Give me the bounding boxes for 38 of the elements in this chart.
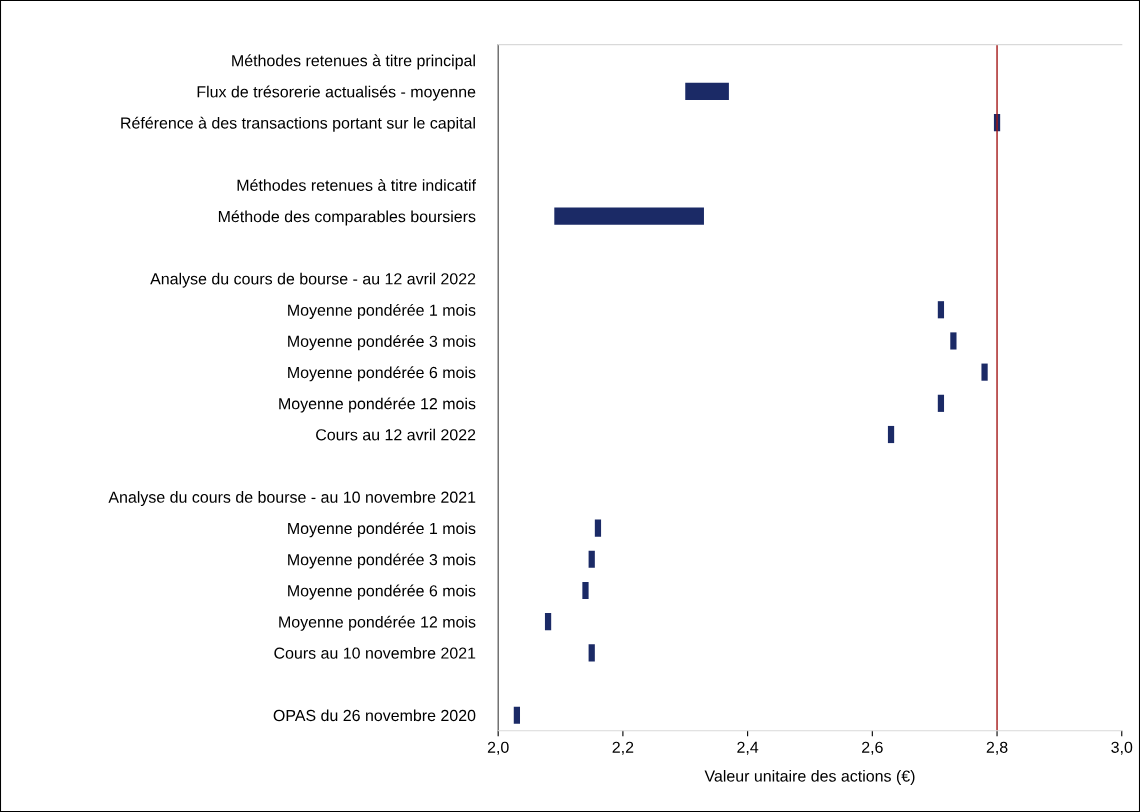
y-tick-label: Moyenne pondérée 3 mois	[288, 553, 476, 569]
y-tick-label: Cours au 12 avril 2022	[316, 428, 476, 441]
x-tick-label: 3,0	[1111, 741, 1133, 755]
bar	[588, 550, 595, 568]
x-tick-label: 2,8	[986, 741, 1008, 755]
y-tick-label: Méthodes retenues à titre principal	[232, 54, 475, 70]
y-tick-label: Moyenne pondérée 3 mois	[288, 335, 476, 351]
y-tick-label: Moyenne pondérée 1 mois	[288, 522, 476, 538]
bar	[981, 363, 988, 381]
x-tick-label: 2,0	[487, 741, 509, 755]
bar	[594, 519, 602, 537]
y-tick-label: Cours au 10 novembre 2021	[274, 647, 476, 659]
y-tick-label: Moyenne pondérée 6 mois	[288, 366, 476, 382]
y-tick-label: OPAS du 26 novembre 2020	[273, 709, 476, 722]
y-tick-label: Flux de trésorerie actualisés - moyenne	[197, 85, 476, 101]
y-tick-label: Méthodes retenues à titre indicatif	[237, 179, 476, 191]
bar	[544, 613, 552, 631]
bar	[582, 581, 589, 600]
y-tick-label: Moyenne pondérée 1 mois	[288, 303, 476, 319]
bar	[887, 425, 895, 444]
bar	[554, 207, 704, 225]
bar	[950, 332, 957, 350]
y-tick-label: Méthode des comparables boursiers	[218, 210, 476, 226]
y-tick-label: Moyenne pondérée 6 mois	[288, 584, 476, 600]
y-tick-label: Moyenne pondérée 12 mois	[279, 397, 476, 413]
bar	[513, 706, 521, 724]
x-tick-label: 2,4	[737, 741, 759, 755]
bar	[937, 301, 945, 319]
bar	[588, 644, 595, 662]
y-tick-label: Analyse du cours de bourse - au 12 avril 2022	[150, 272, 476, 288]
bar	[937, 394, 945, 412]
y-tick-label: Référence à des transactions portant sur le capital	[121, 116, 475, 132]
y-tick-label: Moyenne pondérée 12 mois	[279, 615, 476, 631]
x-tick-label: 2,6	[862, 741, 883, 755]
x-tick-label: 2,2	[612, 741, 634, 755]
x-axis-title: Valeur unitaire des actions (€)	[704, 769, 915, 785]
y-tick-label: Analyse du cours de bourse - au 10 novembre 2021	[108, 491, 476, 506]
bar	[685, 82, 729, 101]
